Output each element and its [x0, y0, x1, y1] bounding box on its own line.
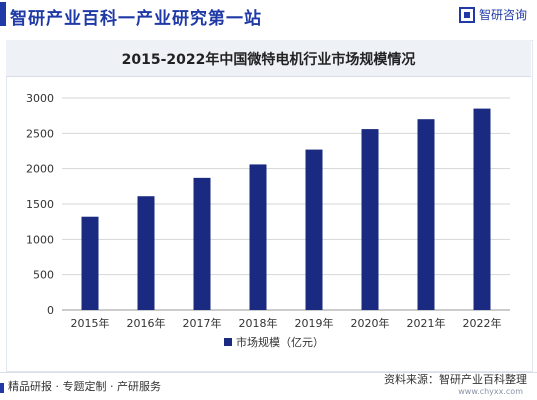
bar — [249, 164, 267, 310]
bar — [81, 216, 99, 310]
x-tick-label: 2015年 — [71, 316, 110, 330]
brand[interactable]: 智研咨询 — [458, 6, 527, 23]
x-tick-label: 2016年 — [127, 316, 166, 330]
brand-logo-icon — [458, 6, 475, 23]
legend-swatch — [224, 338, 232, 346]
footer-tagline: 精品研报 · 专题定制 · 产研服务 — [8, 380, 161, 393]
chart-panel — [6, 40, 533, 372]
x-tick-label: 2019年 — [295, 316, 334, 330]
header-accent — [0, 2, 6, 26]
x-tick-label: 2020年 — [351, 316, 390, 330]
bar — [137, 196, 155, 310]
chart-title: 2015-2022年中国微特电机行业市场规模情况 — [121, 52, 416, 68]
bar — [305, 149, 323, 310]
y-tick-label: 500 — [33, 269, 54, 282]
site-title: 智研产业百科一产业研究第一站 — [10, 9, 262, 29]
x-tick-label: 2018年 — [239, 316, 278, 330]
y-tick-label: 1500 — [26, 198, 54, 211]
legend-label: 市场规模（亿元） — [236, 335, 324, 349]
bar — [417, 119, 435, 310]
y-tick-label: 2000 — [26, 163, 54, 176]
footer-url: www.chyxx.com — [458, 387, 523, 396]
x-tick-label: 2022年 — [463, 316, 502, 330]
y-tick-label: 0 — [47, 304, 54, 317]
y-tick-label: 2500 — [26, 127, 54, 140]
chart-title-band: 2015-2022年中国微特电机行业市场规模情况 — [6, 40, 531, 77]
source-note: 资料来源：智研产业百科整理 — [384, 373, 527, 386]
header-bar: 智研产业百科一产业研究第一站 智研咨询 — [0, 0, 537, 30]
bar — [473, 108, 491, 310]
brand-name: 智研咨询 — [478, 8, 527, 22]
footer-marker-icon — [0, 383, 4, 393]
y-tick-label: 3000 — [26, 92, 54, 105]
x-tick-label: 2021年 — [407, 316, 446, 330]
bar — [193, 177, 211, 310]
x-tick-label: 2017年 — [183, 316, 222, 330]
bar — [361, 129, 379, 310]
footer-divider — [0, 372, 537, 373]
y-tick-label: 1000 — [26, 233, 54, 246]
